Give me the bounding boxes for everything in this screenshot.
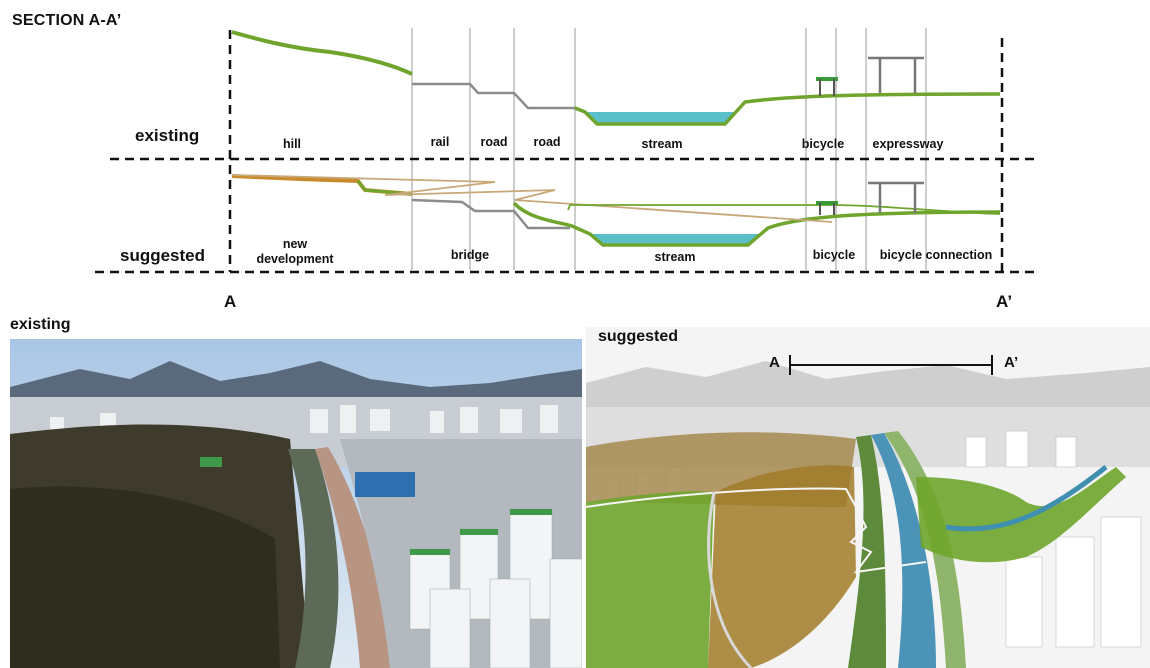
suggested-zigzag-bridge — [231, 174, 833, 223]
segment-label-hill: hill — [282, 137, 302, 151]
segment-label-bicycle-suggested: bicycle — [812, 248, 856, 262]
existing-stream-bed — [574, 92, 1001, 126]
existing-row-label: existing — [135, 126, 200, 145]
segment-label-new: new — [282, 237, 308, 251]
marker-a: A — [224, 292, 237, 311]
existing-expressway-structure — [868, 56, 924, 93]
photo-label-existing: existing — [10, 316, 71, 333]
existing-bicycle-bridge — [816, 77, 838, 96]
section-diagram — [95, 28, 1040, 274]
section-dashed-frame — [95, 30, 1040, 274]
existing-hill-profile — [231, 30, 413, 76]
segment-label-road-1: road — [480, 135, 508, 149]
segment-label-stream: stream — [641, 137, 683, 151]
section-title: SECTION A-A’ — [12, 12, 122, 29]
existing-stream-water — [585, 112, 735, 124]
existing-grey-road-profile — [412, 82, 575, 110]
segment-label-road-2: road — [533, 135, 561, 149]
segment-label-bicycle: bicycle — [801, 137, 845, 151]
section-grid-lines — [411, 28, 927, 270]
segment-label-stream-suggested: stream — [654, 250, 696, 264]
suggested-bicycle-connection — [567, 204, 1001, 215]
photo-marker-a: A — [769, 354, 780, 371]
suggested-stream-bed — [512, 201, 1001, 247]
section-line-indicator — [789, 355, 993, 375]
segment-label-expressway: expressway — [872, 137, 944, 151]
segment-label-bicycle-connection: bicycle connection — [879, 248, 993, 262]
suggested-row-label: suggested — [120, 246, 206, 265]
photo-marker-a-prime: A’ — [1004, 354, 1019, 371]
suggested-green-slope — [356, 180, 413, 196]
suggested-bicycle-bridge — [816, 201, 838, 215]
photo-label-suggested: suggested — [598, 328, 679, 345]
segment-label-bridge: bridge — [450, 248, 490, 262]
existing-aerial-photo — [10, 339, 582, 668]
suggested-grey-road-profile — [411, 198, 570, 230]
segment-label-rail: rail — [430, 135, 450, 149]
segment-label-development: development — [256, 252, 334, 266]
suggested-stream-water — [590, 234, 760, 245]
suggested-expressway-structure — [868, 181, 924, 213]
marker-a-prime: A’ — [996, 292, 1013, 311]
suggested-aerial-photo — [586, 327, 1150, 668]
